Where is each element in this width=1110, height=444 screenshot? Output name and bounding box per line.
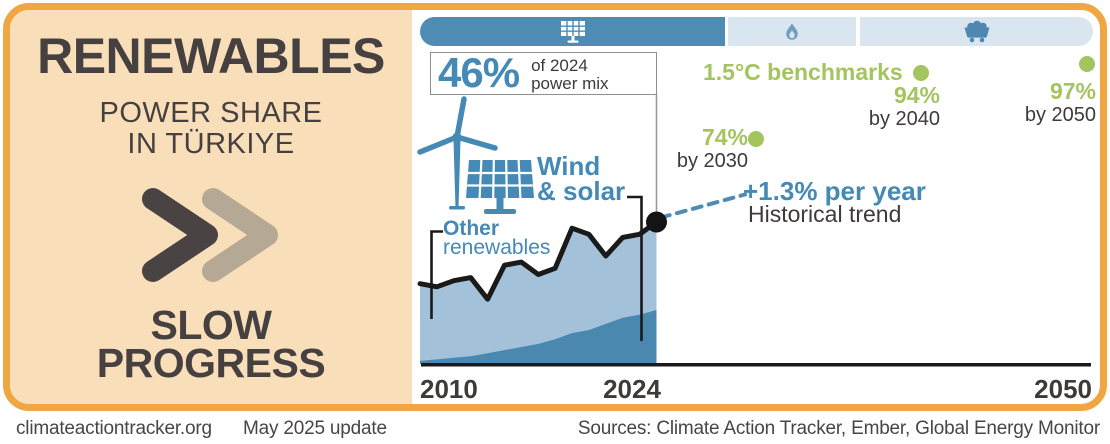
benchmark-2050: 97% by 2050 xyxy=(1024,78,1096,127)
page-subtitle: POWER SHARE IN TÜRKIYE xyxy=(10,98,412,160)
footer-sources: Sources: Climate Action Tracker, Ember, … xyxy=(577,418,1100,439)
trend-dashed-line xyxy=(659,192,747,220)
benchmark-2050-dot xyxy=(1079,56,1095,72)
solar-panel-icon-large xyxy=(466,159,534,214)
x-tick-2050: 2050 xyxy=(1034,374,1092,404)
other-renewables-bracket xyxy=(430,230,443,319)
benchmarks-title: 1.5°C benchmarks xyxy=(703,59,903,85)
wind-solar-series-label: Wind & solar xyxy=(537,151,626,206)
footer: climateactiontracker.org May 2025 update… xyxy=(0,414,1110,444)
footer-website: climateactiontracker.org xyxy=(16,418,212,439)
infographic-card: RENEWABLES POWER SHARE IN TÜRKIYE SLOW P… xyxy=(3,3,1107,411)
current-value-callout: 46% of 2024 power mix xyxy=(430,52,657,95)
wind-turbine-icon xyxy=(417,96,498,210)
coal-cart-icon xyxy=(964,20,989,43)
total-renewables-line xyxy=(417,219,659,302)
stacked-area-series xyxy=(417,219,659,364)
assessment-label: SLOW PROGRESS xyxy=(10,302,412,386)
current-share-caption: of 2024 power mix xyxy=(531,56,609,93)
tab-wind-solar[interactable] xyxy=(420,17,725,46)
tab-coal[interactable] xyxy=(860,17,1093,46)
x-tick-2010: 2010 xyxy=(420,374,478,404)
solar-panel-icon xyxy=(560,21,585,43)
trend-caption: Historical trend xyxy=(748,201,902,227)
current-share-value: 46% xyxy=(438,49,520,96)
benchmark-2030: 74% by 2030 xyxy=(676,124,748,173)
double-chevron-icon xyxy=(142,188,278,282)
other-renewables-series-label: Other renewables xyxy=(443,217,551,259)
footer-update-date: May 2025 update xyxy=(243,418,387,439)
x-tick-2024: 2024 xyxy=(603,374,661,404)
trend-value: +1.3% per year xyxy=(743,176,926,206)
area-chart xyxy=(417,56,1095,367)
benchmark-2030-dot xyxy=(748,131,764,147)
benchmark-2040-dot xyxy=(913,65,929,81)
tab-gas[interactable] xyxy=(728,17,856,46)
assessment-line-2: PROGRESS xyxy=(96,340,326,386)
summary-panel: RENEWABLES POWER SHARE IN TÜRKIYE SLOW P… xyxy=(10,10,412,404)
wind-solar-bracket xyxy=(627,195,643,341)
benchmark-2040: 94% by 2040 xyxy=(868,82,940,131)
subtitle-line-1: POWER SHARE xyxy=(99,97,323,129)
wind-solar-area xyxy=(420,310,657,364)
current-value-dot xyxy=(646,211,667,233)
assessment-line-1: SLOW xyxy=(150,302,272,348)
page-title: RENEWABLES xyxy=(37,28,385,84)
subtitle-line-2: IN TÜRKIYE xyxy=(127,128,295,160)
gas-flame-icon xyxy=(786,23,798,40)
